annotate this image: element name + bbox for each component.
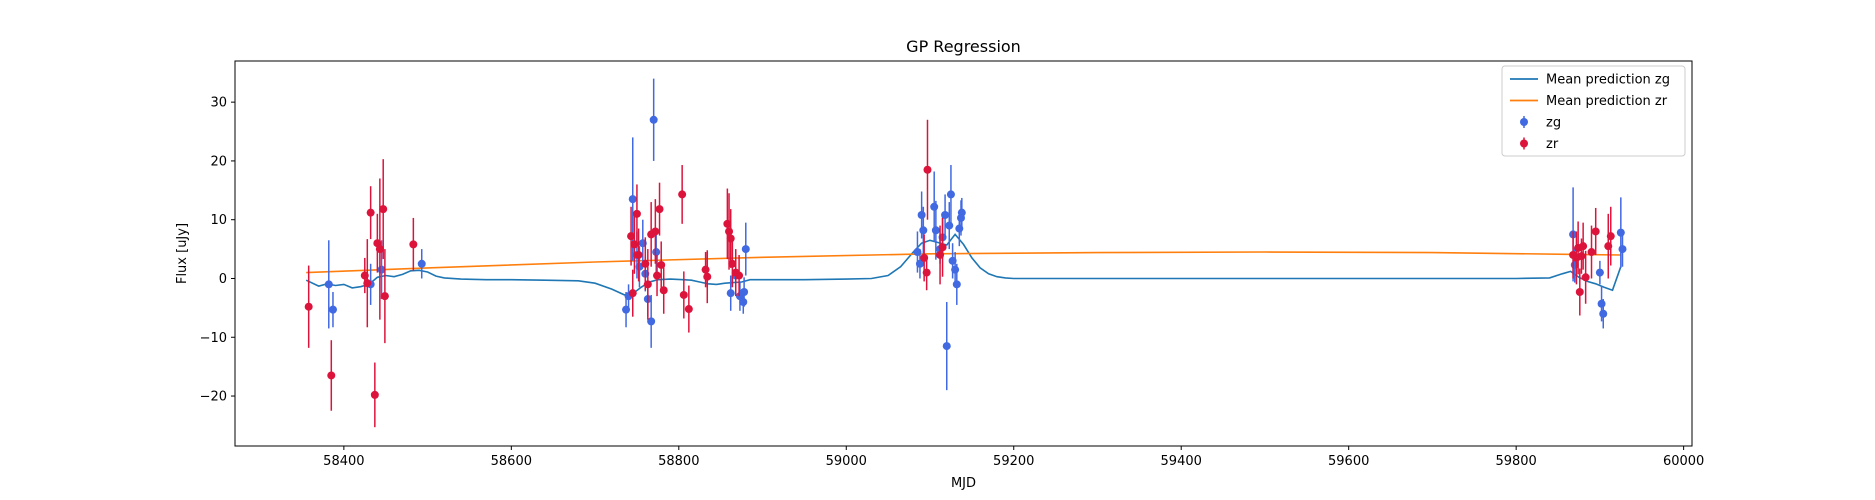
data-point [942, 342, 951, 351]
data-point [740, 288, 749, 296]
data-point [930, 202, 939, 211]
data-point [409, 240, 418, 249]
data-point [417, 259, 426, 268]
data-point [941, 211, 950, 219]
x-axis-label: MJD [951, 476, 976, 491]
x-tick-label: 59000 [826, 454, 867, 469]
data-point [735, 271, 744, 280]
data-point [703, 272, 712, 281]
data-point [328, 305, 337, 314]
data-point [741, 245, 750, 254]
data-point [938, 243, 947, 252]
data-point [375, 245, 384, 254]
data-point [919, 226, 928, 235]
series-zr [304, 119, 1615, 428]
y-tick-label: −10 [200, 331, 227, 346]
data-point [1581, 273, 1590, 282]
data-point [1577, 252, 1586, 261]
data-point [728, 259, 737, 268]
data-point [366, 208, 375, 217]
data-point [1599, 309, 1608, 318]
y-tick-label: 0 [219, 272, 227, 287]
legend-box [1501, 65, 1686, 157]
x-tick-label: 59800 [1495, 454, 1536, 469]
data-point [701, 265, 710, 274]
data-point [380, 292, 389, 301]
data-point [1587, 248, 1596, 257]
x-tick-label: 59600 [1328, 454, 1369, 469]
data-point [945, 221, 954, 230]
data-point [678, 190, 687, 199]
data-point [651, 227, 660, 236]
legend-marker-swatch [1520, 118, 1528, 126]
data-point [1575, 288, 1584, 296]
data-point [304, 302, 313, 311]
data-point [655, 205, 664, 214]
axes-frame [234, 60, 1693, 447]
legend-label: zg [1546, 116, 1561, 131]
x-tick-label: 58600 [491, 454, 532, 469]
data-point [1616, 228, 1625, 237]
data-point [634, 250, 643, 259]
axis-ticks: 58400 58600 58800 59000 59200 59400 59600 59800… [200, 96, 1705, 469]
x-tick-label: 60000 [1663, 454, 1704, 469]
y-axis-label: Flux [uJy] [175, 223, 190, 284]
line-mean-prediction-zr [306, 251, 1621, 274]
data-point [917, 211, 926, 219]
data-point [628, 289, 637, 298]
y-tick-label: 10 [210, 213, 227, 228]
data-point [1606, 232, 1615, 241]
chart-title: GP Regression [906, 37, 1021, 56]
data-point [726, 234, 735, 243]
data-point [649, 115, 658, 124]
data-point [632, 209, 641, 218]
data-point [957, 208, 966, 217]
legend-label: zr [1546, 137, 1559, 152]
data-point [379, 205, 388, 214]
data-point [643, 280, 652, 289]
x-tick-label: 59400 [1161, 454, 1202, 469]
plot-area [304, 78, 1627, 428]
data-point [363, 279, 372, 288]
data-point [370, 390, 379, 399]
legend-marker-swatch [1520, 139, 1528, 148]
data-point [915, 259, 924, 268]
data-point [653, 271, 662, 280]
data-point [627, 232, 636, 241]
data-point [1591, 227, 1600, 236]
data-point [952, 280, 961, 289]
data-point [726, 289, 735, 298]
data-point [652, 248, 661, 257]
data-point [923, 165, 932, 174]
x-tick-label: 58400 [323, 454, 364, 469]
data-point [1618, 245, 1627, 254]
y-tick-label: 30 [210, 96, 227, 111]
legend-label: Mean prediction zr [1546, 94, 1668, 109]
data-point [647, 317, 656, 326]
data-point [684, 305, 693, 314]
data-point [1595, 268, 1604, 277]
data-point [628, 195, 637, 204]
legend: Mean prediction zg Mean prediction zr zg zr [1501, 65, 1686, 157]
data-point [1597, 299, 1606, 308]
x-tick-label: 59200 [993, 454, 1034, 469]
data-point [931, 226, 940, 235]
data-point [327, 371, 336, 380]
data-point [922, 268, 931, 277]
data-point [951, 265, 960, 274]
y-tick-label: 20 [210, 154, 227, 169]
data-point [324, 280, 333, 289]
data-point [1579, 242, 1588, 251]
data-point [725, 227, 734, 236]
legend-label: Mean prediction zg [1546, 73, 1670, 88]
y-tick-label: −20 [200, 390, 227, 405]
data-point [679, 290, 688, 299]
line-mean-prediction-zg [305, 233, 1622, 296]
data-point [946, 190, 955, 199]
data-point [659, 286, 668, 295]
x-tick-label: 58800 [658, 454, 699, 469]
data-point [739, 297, 748, 306]
